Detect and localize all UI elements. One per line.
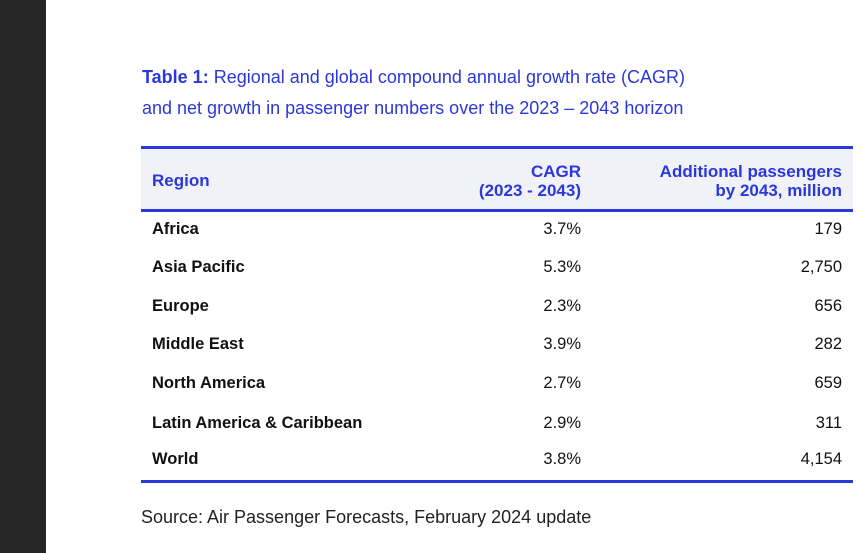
cell-region: World [152, 450, 199, 468]
cell-cagr: 3.8% [543, 450, 581, 468]
cell-additional: 656 [814, 297, 842, 315]
header-region: Region [152, 171, 210, 190]
caption-line-2: and net growth in passenger numbers over… [142, 98, 684, 118]
header-additional-line-1: Additional passengers [659, 162, 842, 181]
left-dark-panel [0, 0, 46, 553]
cell-additional: 4,154 [800, 450, 842, 468]
table-row: Europe 2.3% 656 [141, 295, 853, 319]
table-row: Middle East 3.9% 282 [141, 333, 853, 357]
table-top-rule [141, 146, 853, 149]
cell-cagr: 5.3% [543, 258, 581, 276]
header-cagr-line-1: CAGR [530, 162, 581, 181]
caption-line-1: Table 1: Regional and global compound an… [142, 62, 802, 93]
cell-region: Latin America & Caribbean [152, 414, 363, 432]
caption-text-1: Regional and global compound annual grow… [213, 67, 685, 87]
cell-cagr: 3.9% [543, 335, 581, 353]
cell-additional: 179 [814, 220, 842, 238]
cell-cagr: 2.3% [543, 297, 581, 315]
cell-additional: 311 [815, 414, 842, 432]
header-cagr: CAGR (2023 - 2043) [479, 162, 581, 200]
source-note: Source: Air Passenger Forecasts, Februar… [141, 507, 592, 527]
table-caption: Table 1: Regional and global compound an… [142, 62, 802, 124]
table-row: Latin America & Caribbean 2.9% 311 [141, 412, 853, 436]
table-body: Africa 3.7% 179 Asia Pacific 5.3% 2,750 … [141, 212, 853, 480]
cell-region: Asia Pacific [152, 258, 245, 276]
cell-cagr: 3.7% [543, 220, 581, 238]
cell-additional: 2,750 [800, 258, 842, 276]
table-header: Region CAGR (2023 - 2043) Additional pas… [141, 149, 853, 209]
cell-additional: 659 [814, 374, 842, 392]
header-additional-line-2: by 2043, million [715, 181, 842, 200]
cell-additional: 282 [814, 335, 842, 353]
table-row: North America 2.7% 659 [141, 372, 853, 396]
cell-region: Africa [152, 220, 199, 238]
table-bottom-rule [141, 480, 853, 483]
table-row: World 3.8% 4,154 [141, 448, 853, 472]
cell-region: Europe [152, 297, 209, 315]
header-cagr-line-2: (2023 - 2043) [478, 181, 581, 200]
cell-region: North America [152, 374, 266, 392]
growth-table: Region CAGR (2023 - 2043) Additional pas… [141, 146, 853, 483]
table-row: Asia Pacific 5.3% 2,750 [141, 256, 853, 280]
cell-cagr: 2.7% [543, 374, 581, 392]
header-additional: Additional passengers by 2043, million [660, 162, 842, 200]
caption-label: Table 1: [142, 67, 209, 87]
table-header-rule [141, 209, 853, 212]
cell-cagr: 2.9% [543, 414, 581, 432]
cell-region: Middle East [152, 335, 244, 353]
table-row: Africa 3.7% 179 [141, 218, 853, 242]
